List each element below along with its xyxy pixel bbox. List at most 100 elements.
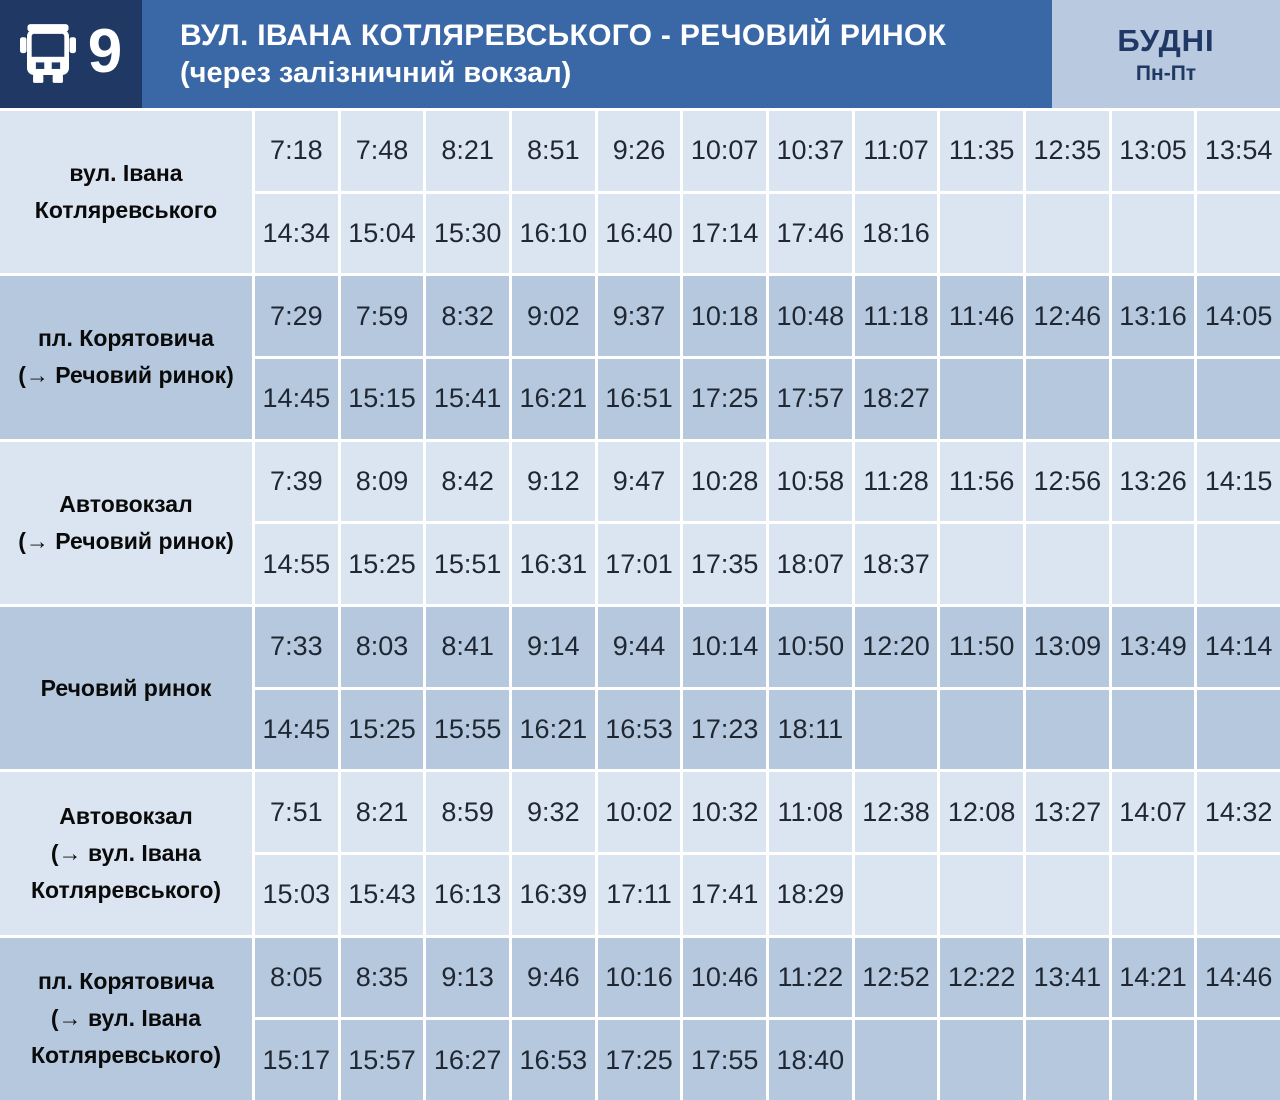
departure-time: 15:03: [255, 854, 338, 935]
station-label: Автовокзал (→ Речовий ринок): [0, 441, 252, 604]
departure-time: 8:32: [426, 276, 509, 356]
departure-time: 8:59: [426, 772, 509, 852]
departure-time: 12:22: [940, 937, 1023, 1018]
empty-cell: [1197, 1020, 1280, 1100]
departure-time: 16:51: [597, 358, 681, 439]
departure-time: 10:07: [683, 111, 766, 191]
empty-cell: [854, 854, 938, 935]
station-label: пл. Корятовича (→ Речовий ринок): [0, 276, 252, 439]
departure-time: 15:51: [426, 524, 509, 604]
departure-time: 9:37: [597, 276, 681, 356]
empty-cell: [940, 193, 1023, 274]
station-label-line: Котляревського: [34, 197, 218, 224]
departure-time: 10:32: [683, 772, 766, 852]
departure-time: 14:15: [1197, 441, 1280, 522]
departure-time: 11:35: [940, 111, 1023, 191]
empty-cell: [854, 1020, 938, 1100]
departure-time: 9:46: [511, 937, 595, 1018]
departure-time: 16:31: [511, 524, 595, 604]
departure-time: 14:45: [255, 358, 338, 439]
departure-time: 8:09: [340, 441, 424, 522]
departure-time: 16:40: [597, 193, 681, 274]
departure-time: 13:54: [1197, 111, 1280, 191]
departure-time: 10:14: [683, 606, 766, 687]
departure-time: 12:20: [854, 606, 938, 687]
departure-time: 15:57: [340, 1020, 424, 1100]
departure-time: 17:46: [768, 193, 852, 274]
empty-cell: [1197, 854, 1280, 935]
departure-time: 18:27: [854, 358, 938, 439]
departure-time: 11:50: [940, 606, 1023, 687]
departure-time: 14:05: [1197, 276, 1280, 356]
departure-time: 15:17: [255, 1020, 338, 1100]
empty-cell: [1025, 524, 1109, 604]
departure-time: 18:11: [768, 689, 852, 770]
station-label-line: Автовокзал: [59, 490, 193, 517]
empty-cell: [940, 524, 1023, 604]
empty-cell: [1025, 358, 1109, 439]
station-label-line: пл. Корятовича: [38, 325, 214, 352]
departure-time: 18:37: [854, 524, 938, 604]
station-label-line: (→ вул. Івана: [50, 839, 202, 866]
empty-cell: [1197, 193, 1280, 274]
empty-cell: [940, 854, 1023, 935]
station-label-line: Речовий ринок: [40, 674, 212, 701]
route-title-line2: (через залізничний вокзал): [180, 56, 572, 89]
departure-time: 15:43: [340, 854, 424, 935]
departure-time: 14:46: [1197, 937, 1280, 1018]
departure-time: 15:15: [340, 358, 424, 439]
departure-time: 8:41: [426, 606, 509, 687]
departure-time: 7:29: [255, 276, 338, 356]
departure-time: 18:40: [768, 1020, 852, 1100]
departure-time: 8:05: [255, 937, 338, 1018]
departure-time: 8:21: [426, 111, 509, 191]
day-sublabel: Пн-Пт: [1135, 61, 1197, 85]
empty-cell: [1025, 1020, 1109, 1100]
departure-time: 7:33: [255, 606, 338, 687]
departure-time: 16:21: [511, 689, 595, 770]
departure-time: 11:07: [854, 111, 938, 191]
empty-cell: [1111, 1020, 1195, 1100]
station-label-line: (→ Речовий ринок): [18, 527, 234, 554]
route-title-line1: ВУЛ. ІВАНА КОТЛЯРЕВСЬКОГО - РЕЧОВИЙ РИНО…: [180, 18, 947, 52]
departure-time: 9:13: [426, 937, 509, 1018]
station-label-line: Котляревського): [30, 1042, 222, 1069]
departure-time: 13:49: [1111, 606, 1195, 687]
departure-time: 11:18: [854, 276, 938, 356]
departure-time: 9:14: [511, 606, 595, 687]
departure-time: 9:26: [597, 111, 681, 191]
departure-time: 7:51: [255, 772, 338, 852]
departure-time: 12:35: [1025, 111, 1109, 191]
departure-time: 8:35: [340, 937, 424, 1018]
departure-time: 11:56: [940, 441, 1023, 522]
departure-time: 12:46: [1025, 276, 1109, 356]
departure-time: 16:27: [426, 1020, 509, 1100]
departure-time: 8:03: [340, 606, 424, 687]
route-number: 9: [87, 17, 123, 86]
departure-time: 14:21: [1111, 937, 1195, 1018]
departure-time: 7:18: [255, 111, 338, 191]
empty-cell: [940, 689, 1023, 770]
empty-cell: [1025, 689, 1109, 770]
departure-time: 16:39: [511, 854, 595, 935]
departure-time: 13:05: [1111, 111, 1195, 191]
station-label: Речовий ринок: [0, 606, 252, 770]
empty-cell: [1197, 358, 1280, 439]
departure-time: 12:56: [1025, 441, 1109, 522]
departure-time: 16:21: [511, 358, 595, 439]
departure-time: 10:16: [597, 937, 681, 1018]
departure-time: 12:38: [854, 772, 938, 852]
day-label: БУДНІ: [1117, 22, 1215, 58]
departure-time: 17:23: [683, 689, 766, 770]
departure-time: 9:12: [511, 441, 595, 522]
departure-time: 10:37: [768, 111, 852, 191]
departure-time: 10:58: [768, 441, 852, 522]
departure-time: 14:07: [1111, 772, 1195, 852]
departure-time: 17:01: [597, 524, 681, 604]
departure-time: 9:32: [511, 772, 595, 852]
station-label-line: пл. Корятовича: [38, 967, 214, 994]
departure-time: 15:41: [426, 358, 509, 439]
departure-time: 13:27: [1025, 772, 1109, 852]
departure-time: 13:26: [1111, 441, 1195, 522]
